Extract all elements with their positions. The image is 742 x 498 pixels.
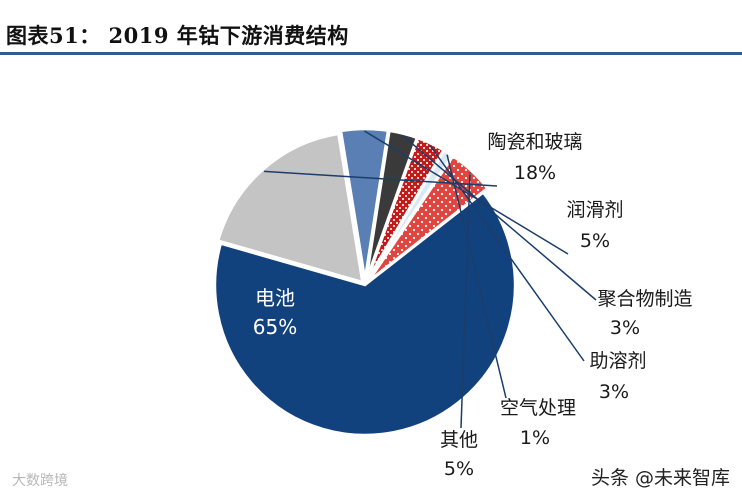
pie-slice-ceramics-glass xyxy=(216,132,364,284)
pie-slice-battery xyxy=(213,190,517,437)
slice-value-other: 5% xyxy=(444,458,474,480)
slice-name-lubricant: 润滑剂 xyxy=(566,199,623,221)
slice-value-battery: 65% xyxy=(253,315,297,339)
title-divider xyxy=(0,52,742,55)
slice-name-air-treatment: 空气处理 xyxy=(500,397,576,419)
leader-line-flux xyxy=(429,144,585,362)
watermark-text: 大数跨境 xyxy=(12,473,68,489)
slice-labels: 电池 65% 陶瓷和玻璃 18% 润滑剂 5% 聚合物制造 3% 助溶剂 3% 空气处理 1% 其他 5% xyxy=(253,131,693,480)
slice-value-flux: 3% xyxy=(599,381,629,403)
source-credit: 头条 @未来智库 xyxy=(590,467,730,489)
slice-name-ceramics-glass: 陶瓷和玻璃 xyxy=(487,131,582,153)
slice-name-other: 其他 xyxy=(440,429,478,451)
leader-line-lubricant xyxy=(364,130,569,255)
leader-line-air-treatment xyxy=(446,154,507,399)
chart-title: 图表51： 2019 年钴下游消费结构 xyxy=(6,23,349,48)
slice-value-polymer: 3% xyxy=(610,317,640,339)
leader-lines xyxy=(264,130,597,429)
leader-line-other xyxy=(460,172,471,429)
slice-name-polymer: 聚合物制造 xyxy=(597,288,692,310)
slice-value-lubricant: 5% xyxy=(580,230,610,252)
leader-line-polymer xyxy=(402,135,597,301)
slice-name-battery: 电池 xyxy=(255,286,295,310)
slice-name-flux: 助溶剂 xyxy=(589,350,646,372)
title-bar: 图表51： 2019 年钴下游消费结构 xyxy=(0,0,742,56)
slice-value-ceramics-glass: 18% xyxy=(514,162,556,184)
pie-slice-lubricant xyxy=(339,127,390,280)
slice-value-air-treatment: 1% xyxy=(520,427,550,449)
